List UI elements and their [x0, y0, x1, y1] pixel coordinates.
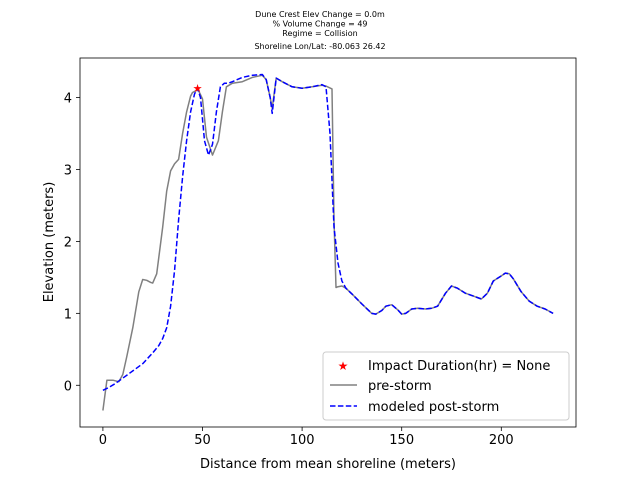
- x-tick-label: 50: [194, 433, 211, 448]
- x-tick-label: 100: [290, 433, 315, 448]
- y-tick-label: 4: [64, 92, 72, 107]
- legend-star-icon: ★: [338, 359, 349, 373]
- chart-title: Dune Crest Elev Change = 0.0m % Volume C…: [254, 10, 385, 51]
- x-axis-ticks: 0 50 100 150 200: [99, 427, 514, 448]
- x-axis-label: Distance from mean shoreline (meters): [200, 457, 456, 472]
- title-line-regime: Regime = Collision: [282, 29, 357, 38]
- x-tick-label: 0: [99, 433, 107, 448]
- y-axis-ticks: 0 1 2 3 4: [64, 92, 80, 394]
- y-tick-label: 0: [64, 379, 72, 394]
- series-layer: [102, 73, 554, 411]
- y-tick-label: 2: [64, 235, 72, 250]
- legend-label-post-storm: modeled post-storm: [368, 400, 499, 415]
- plot-frame: [79, 57, 577, 428]
- y-tick-label: 1: [64, 307, 72, 322]
- legend-label-marker: Impact Duration(hr) = None: [368, 359, 550, 374]
- legend-frame: [322, 351, 570, 421]
- x-tick-label: 150: [389, 433, 414, 448]
- series-line-post-storm: [102, 73, 554, 391]
- chart-legend: ★ Impact Duration(hr) = None pre-storm m…: [322, 351, 570, 421]
- y-axis-label: Elevation (meters): [42, 182, 57, 303]
- x-tick-label: 200: [489, 433, 514, 448]
- impact-marker-star-icon: ★: [193, 82, 203, 95]
- y-tick-label: 3: [64, 163, 72, 178]
- title-line-crest: Dune Crest Elev Change = 0.0m: [255, 10, 385, 19]
- title-line-volume: % Volume Change = 49: [272, 20, 367, 29]
- marker-layer: ★: [193, 82, 203, 95]
- title-line-shoreline: Shoreline Lon/Lat: -80.063 26.42: [254, 42, 385, 51]
- legend-label-pre-storm: pre-storm: [368, 379, 432, 394]
